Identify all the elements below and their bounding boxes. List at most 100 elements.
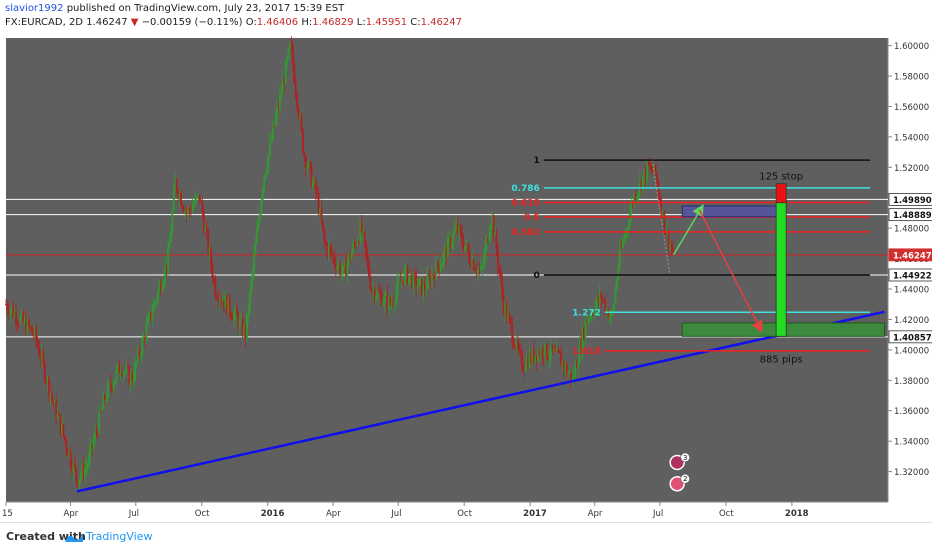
candle-body — [19, 316, 22, 324]
candle-body — [489, 224, 492, 235]
tradingview-brand[interactable]: TradingView — [86, 530, 153, 543]
candle-body — [478, 268, 481, 270]
candle-body — [375, 297, 377, 301]
candle-body — [613, 302, 615, 311]
candle-body — [604, 300, 607, 313]
candle-body — [535, 356, 538, 362]
candle-body — [81, 464, 83, 476]
candle-body — [168, 242, 171, 250]
candle-body — [182, 208, 185, 213]
candle-body — [362, 231, 365, 233]
tradingview-logo-icon[interactable] — [64, 529, 84, 548]
candle-body — [213, 278, 215, 280]
candle-body — [187, 208, 190, 214]
fib-level-label: 0.618 — [511, 198, 539, 208]
candle-body — [628, 213, 631, 227]
candle-body — [379, 292, 382, 294]
candle-body — [344, 261, 347, 276]
candle-body — [171, 210, 174, 232]
candle-body — [627, 226, 630, 230]
candle-body — [101, 408, 103, 412]
candle-body — [114, 379, 116, 385]
candle-body — [481, 266, 484, 268]
candle-body — [367, 261, 370, 276]
candle-body — [10, 307, 13, 311]
candle-body — [419, 278, 422, 280]
y-tick-label: 1.48000 — [894, 225, 929, 235]
symbol-name[interactable]: FX:EURCAD, 2D — [5, 17, 84, 28]
price-label-text: 1.46247 — [893, 251, 932, 261]
candle-body — [649, 164, 651, 166]
candle-body — [418, 279, 420, 286]
candle-body — [22, 312, 25, 322]
candle-body — [162, 280, 165, 287]
candle-body — [527, 358, 529, 369]
candle-body — [408, 277, 410, 284]
candle-body — [26, 320, 29, 334]
candle-body — [188, 208, 191, 211]
candle-body — [139, 355, 142, 357]
candle-body — [203, 214, 205, 232]
candle-body — [525, 358, 528, 370]
y-tick-label: 1.56000 — [894, 103, 929, 113]
candle-body — [531, 348, 534, 362]
candle-body — [118, 363, 121, 374]
candle-body — [640, 180, 643, 191]
high-label: H: — [301, 17, 313, 28]
candle-body — [109, 382, 112, 387]
candle-body — [164, 264, 167, 281]
candle-body — [303, 153, 306, 157]
candle-body — [217, 298, 220, 303]
candle-body — [502, 293, 505, 314]
candle-body — [238, 318, 241, 328]
candle-body — [287, 48, 290, 58]
candle-body — [276, 107, 278, 117]
candle-body — [451, 242, 453, 248]
candle-body — [620, 246, 623, 248]
candle-body — [452, 232, 455, 243]
candle-body — [497, 250, 499, 267]
candle-body — [574, 363, 577, 377]
candle-body — [59, 415, 62, 434]
candle-body — [416, 285, 419, 288]
candle-body — [122, 371, 125, 376]
x-tick-label: Oct — [719, 509, 734, 519]
candle-body — [78, 479, 81, 486]
candle-body — [178, 193, 181, 199]
author-link[interactable]: slavior1992 — [5, 3, 64, 14]
candle-body — [495, 231, 498, 251]
candle-body — [591, 313, 594, 315]
candle-body — [320, 208, 323, 222]
candle-body — [105, 398, 108, 401]
candle-body — [9, 310, 12, 315]
candle-body — [448, 237, 451, 239]
candle-body — [243, 326, 245, 336]
candle-body — [657, 183, 660, 196]
candle-body — [195, 196, 198, 198]
candle-body — [621, 241, 624, 248]
x-tick-label: 2018 — [785, 509, 809, 519]
candle-body — [637, 192, 640, 197]
candle-body — [585, 319, 588, 322]
candle-body — [356, 241, 359, 246]
candle-body — [667, 229, 670, 248]
price-chart[interactable]: 1.600001.580001.560001.540001.520001.500… — [0, 0, 932, 522]
candle-body — [106, 383, 109, 399]
candle-body — [587, 318, 590, 322]
candle-body — [174, 179, 177, 190]
candle-body — [332, 254, 334, 257]
candle-body — [550, 345, 552, 358]
candle-body — [273, 125, 276, 127]
candle-body — [55, 399, 58, 419]
candle-body — [194, 197, 197, 205]
candle-body — [13, 312, 16, 317]
candle-body — [148, 312, 151, 318]
candle-body — [337, 264, 340, 267]
candle-body — [664, 232, 667, 235]
candle-body — [266, 168, 268, 175]
candle-body — [614, 288, 617, 303]
candle-body — [89, 444, 92, 454]
candle-body — [538, 351, 541, 356]
open-value: 1.46406 — [256, 17, 299, 28]
candle-body — [532, 348, 535, 362]
